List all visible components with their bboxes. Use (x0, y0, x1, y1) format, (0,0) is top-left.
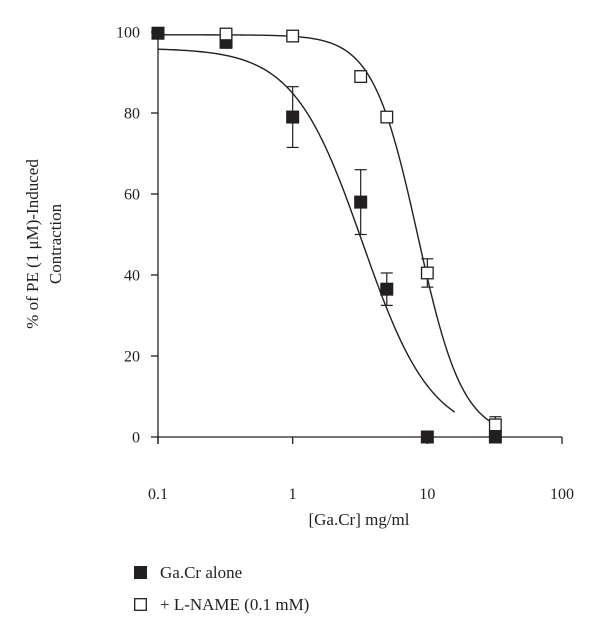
fit-curves (157, 34, 496, 426)
data-point-s0-p3 (354, 195, 368, 209)
fit-curve-series-1 (158, 34, 496, 426)
data-point-s1-p1 (286, 29, 300, 43)
data-point-s1-p3 (380, 110, 394, 124)
y-axis-label-line-2: Contraction (46, 203, 65, 284)
legend-marker-open-square (134, 598, 147, 611)
legend-item-ga-cr-alone: Ga.Cr alone (134, 563, 242, 582)
fit-curve-series-0 (157, 48, 456, 413)
y-tick-label-20: 20 (124, 349, 140, 366)
data-point-s0-p0 (151, 26, 165, 40)
data-markers (151, 26, 502, 444)
data-point-s0-p5 (420, 430, 434, 444)
legend: Ga.Cr alone + L-NAME (0.1 mM) (134, 563, 309, 614)
y-tick-label-80: 80 (124, 106, 140, 123)
x-tick-label-1: 1 (289, 486, 297, 503)
x-tick-label-10: 10 (419, 486, 435, 503)
x-axis-ticks: 0.1 1 10 100 (148, 437, 574, 503)
data-point-s0-p2 (286, 110, 300, 124)
legend-item-l-name: + L-NAME (0.1 mM) (134, 595, 309, 614)
y-tick-label-60: 60 (124, 187, 140, 204)
y-axis-ticks: 0 20 40 60 80 100 (116, 25, 158, 447)
legend-label-l-name: + L-NAME (0.1 mM) (160, 595, 309, 614)
y-tick-label-40: 40 (124, 268, 140, 285)
error-bars (220, 35, 502, 434)
plot-area: 0 20 40 60 80 100 0.1 1 10 100 (116, 25, 574, 504)
data-point-s0-p4 (380, 282, 394, 296)
data-point-s1-p2 (354, 70, 368, 84)
y-tick-label-100: 100 (116, 25, 140, 42)
x-tick-label-100: 100 (550, 486, 574, 503)
data-point-s0-p6 (488, 430, 502, 444)
data-point-s1-p5 (488, 418, 502, 432)
legend-label-ga-cr-alone: Ga.Cr alone (160, 563, 242, 582)
data-point-s1-p0 (219, 27, 233, 41)
x-axis-label: [Ga.Cr] mg/ml (308, 510, 409, 529)
legend-marker-filled-square (134, 566, 147, 579)
y-axis-label-line-1: % of PE (1 μM)-Induced (23, 159, 42, 329)
x-tick-label-0.1: 0.1 (148, 486, 168, 503)
data-point-s1-p4 (420, 266, 434, 280)
y-tick-label-0: 0 (132, 430, 140, 447)
